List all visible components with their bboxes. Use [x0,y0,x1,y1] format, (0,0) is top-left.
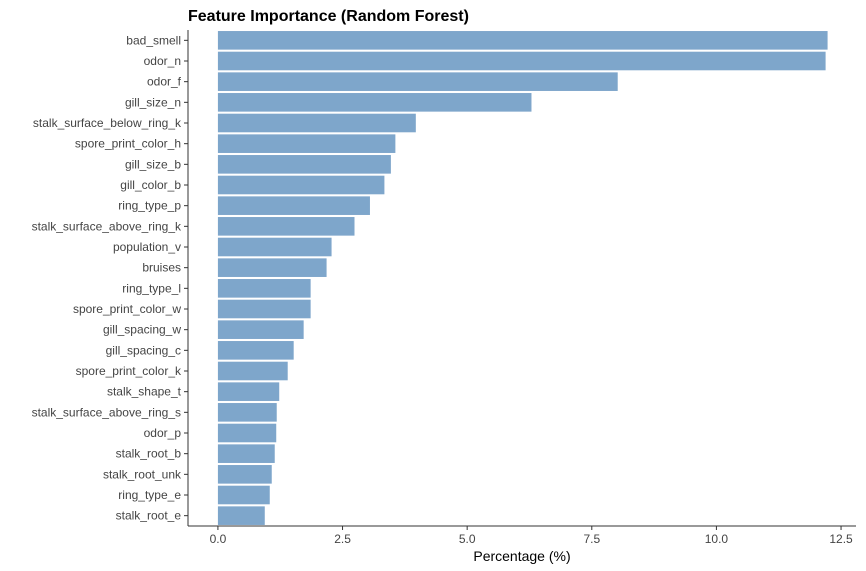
bar-odor_f [217,72,618,91]
x-tick-label: 10.0 [705,532,729,546]
x-tick-label: 5.0 [459,532,476,546]
y-tick-label: gill_size_n [125,95,181,109]
y-tick-label: stalk_root_e [116,509,182,523]
y-tick-label: stalk_surface_below_ring_k [33,116,182,130]
y-tick-label: stalk_root_b [116,447,182,461]
x-tick-label: 7.5 [583,532,600,546]
y-tick-label: stalk_shape_t [107,385,182,399]
bar-ring_type_p [217,196,370,215]
bar-population_v [217,237,332,257]
bar-stalk_root_b [217,444,275,463]
bar-spore_print_color_k [217,361,288,381]
y-tick-label: bad_smell [126,33,181,47]
bar-stalk_surface_above_ring_s [217,403,277,422]
bars-group [217,31,828,525]
bar-bruises [217,258,327,277]
bar-bad_smell [217,31,828,50]
y-tick-label: stalk_root_unk [103,467,182,481]
bar-stalk_surface_above_ring_k [217,217,355,236]
bar-stalk_root_e [217,506,265,525]
y-tick-label: bruises [142,261,181,275]
bar-spore_print_color_h [217,134,396,153]
bar-stalk_shape_t [217,382,280,401]
bar-gill_spacing_w [217,320,304,339]
y-tick-label: population_v [113,240,181,254]
x-axis-label: Percentage (%) [473,548,570,564]
y-tick-label: gill_spacing_w [103,323,181,337]
bar-stalk_surface_below_ring_k [217,113,416,133]
bar-odor_n [217,51,826,71]
bar-ring_type_l [217,279,311,298]
x-tick-label: 12.5 [829,532,853,546]
y-tick-label: ring_type_l [122,281,181,295]
y-tick-label: ring_type_p [118,199,181,213]
y-tick-label: stalk_surface_above_ring_s [32,405,181,419]
bar-stalk_root_unk [217,465,272,484]
y-tick-label: gill_size_b [125,157,181,171]
bar-odor_p [217,423,277,443]
bar-spore_print_color_w [217,299,311,319]
y-tick-label: spore_print_color_h [75,137,181,151]
bar-gill_size_b [217,155,391,174]
y-tick-label: odor_n [144,54,181,68]
y-tick-label: spore_print_color_w [73,302,181,316]
x-tick-label: 2.5 [334,532,351,546]
y-tick-label: spore_print_color_k [76,364,182,378]
y-tick-label: odor_p [144,426,182,440]
chart-title: Feature Importance (Random Forest) [188,8,469,25]
y-tick-label: gill_color_b [120,178,181,192]
bar-gill_spacing_c [217,341,294,360]
bar-gill_size_n [217,93,532,112]
x-axis: 0.0 2.5 5.0 7.5 10.0 12.5 [188,525,856,546]
x-tick-label: 0.0 [210,532,227,546]
y-tick-label: odor_f [147,75,182,89]
bar-ring_type_e [217,485,270,505]
y-tick-label: ring_type_e [118,488,181,502]
y-axis: bad_smell odor_n odor_f gill_size_n stalk_su… [32,30,189,526]
bar-gill_color_b [217,175,385,195]
y-tick-label: stalk_surface_above_ring_k [32,219,182,233]
y-tick-label: gill_spacing_c [106,343,181,357]
